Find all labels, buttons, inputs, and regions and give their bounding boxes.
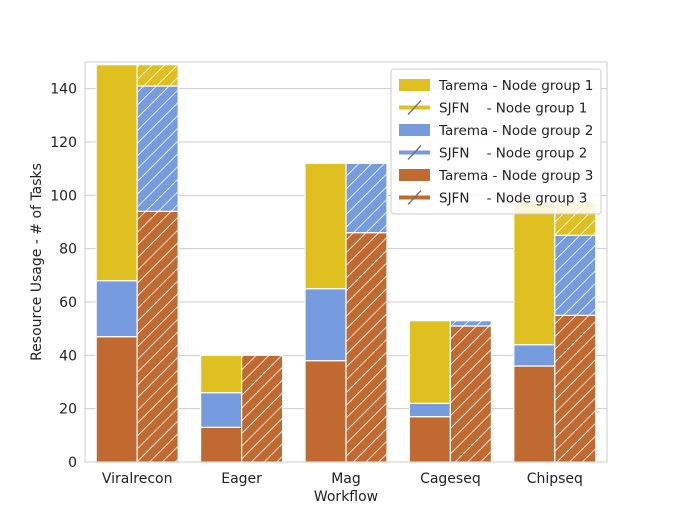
legend-entry: Tarema - Node group 3 [438,168,593,184]
bar-tarema-node-group-3 [200,426,243,463]
x-tick-label: Mag [331,471,361,487]
legend-hatch-mark [407,145,422,160]
x-tick-label: Cageseq [420,471,481,487]
y-tick-label: 60 [59,295,77,311]
x-tick-label: Chipseq [527,471,583,487]
bar-tarema-node-group-3 [408,416,451,463]
bar-tarema-node-group-2 [408,402,451,418]
legend-hatch-mark [407,100,422,115]
legend: Tarema - Node group 1 SJFN - Node group 1… [390,68,602,215]
legend-entry: SJFN - Node group 2 [439,146,587,162]
legend-entry: Tarema - Node group 1 [438,78,593,94]
legend-swatch [399,124,430,136]
legend-swatch [399,169,430,181]
bar-sjfn-node-group-3 [345,232,388,463]
bar-tarema-node-group-2 [200,392,243,428]
legend-entry: SJFN - Node group 1 [439,101,587,117]
bar-sjfn-node-group-3 [449,325,492,463]
x-tick-label: Eager [221,471,262,487]
bar-tarema-node-group-2 [95,280,138,338]
bar-tarema-node-group-2 [304,288,347,362]
bar-sjfn-node-group-3 [554,314,597,463]
y-tick-label: 120 [50,135,77,151]
legend-entry: SJFN - Node group 3 [439,191,587,207]
bar-sjfn-node-group-3 [136,210,179,463]
y-tick-label: 0 [68,455,77,471]
y-tick-labels: 0 20 40 60 80 100 120 140 [50,82,77,471]
legend-entry: Tarema - Node group 2 [438,123,593,139]
bar-sjfn-node-group-2 [136,85,179,212]
y-tick-label: 100 [50,188,77,204]
bar-tarema-node-group-3 [304,360,347,463]
bar-sjfn-node-group-3 [241,354,284,463]
legend-swatch [399,79,430,91]
plot-frame [84,61,608,463]
bar-sjfn-node-group-2 [345,162,388,234]
y-tick-label: 140 [50,82,77,98]
bar-tarema-node-group-2 [513,344,556,367]
bar-tarema-node-group-1 [200,354,243,394]
bar-tarema-node-group-1 [95,64,138,282]
legend-frame [390,68,602,215]
x-axis-label: Workflow [314,489,378,505]
bar-tarema-node-group-1 [513,202,556,346]
bar-sjfn-node-group-1 [136,64,179,87]
bar-tarema-node-group-3 [513,365,556,463]
bar-tarema-node-group-3 [95,336,138,463]
legend-hatch-mark [407,190,422,205]
y-tick-label: 20 [59,402,77,418]
x-tick-label: Viralrecon [102,471,173,487]
bar-sjfn-node-group-2 [554,234,597,316]
bar-sjfn-node-group-2 [449,320,492,327]
y-tick-label: 40 [59,348,77,364]
y-axis-label: Resource Usage - # of Tasks [29,163,45,361]
y-tick-label: 80 [59,242,77,258]
bar-tarema-node-group-1 [304,162,347,290]
bar-tarema-node-group-1 [408,320,451,404]
x-tick-labels: Viralrecon Eager Mag Cageseq Chipseq [102,471,583,487]
bars [95,64,597,463]
